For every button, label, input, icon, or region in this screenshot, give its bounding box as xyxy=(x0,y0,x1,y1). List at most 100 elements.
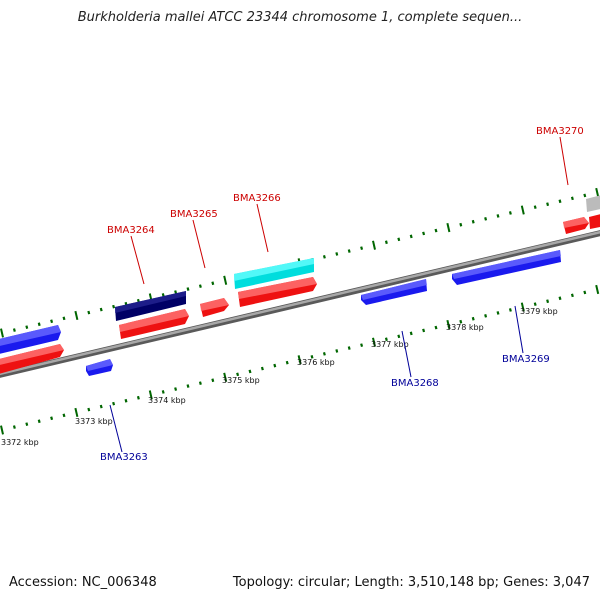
lower-track-tick xyxy=(297,355,302,365)
lower-track-tick xyxy=(12,425,16,429)
lower-track-tick xyxy=(434,325,438,330)
upper-track-tick xyxy=(459,222,463,227)
lower-track-tick xyxy=(558,296,562,301)
upper-track-tick xyxy=(37,322,41,327)
lower-track-tick xyxy=(248,369,252,374)
upper-track-tick xyxy=(471,219,475,224)
lower-track-tick xyxy=(186,384,190,388)
lower-track-tick xyxy=(335,349,339,353)
lower-track-tick xyxy=(520,302,525,312)
gene-bma3264-cds[interactable] xyxy=(119,309,189,339)
upper-track-tick xyxy=(0,328,4,338)
upper-track-tick xyxy=(484,217,488,221)
gene-bma3266-cds[interactable] xyxy=(238,277,317,307)
genome-summary-text: Topology: circular; Length: 3,510,148 bp… xyxy=(232,575,590,590)
gene-label-bma3266[interactable]: BMA3266 xyxy=(233,193,281,204)
lower-track-tick xyxy=(211,378,215,383)
gene-labels: BMA3264 BMA3265 BMA3266 BMA3270 BMA3263 … xyxy=(100,126,584,463)
gene-bma3263[interactable] xyxy=(86,359,113,376)
lower-track-tick xyxy=(236,372,240,377)
lower-track-tick xyxy=(459,319,463,324)
upper-track-tick xyxy=(99,307,103,312)
lower-track-tick xyxy=(310,355,314,359)
upper-track-tick xyxy=(384,240,388,245)
upper-track-tick xyxy=(87,310,91,315)
feature-gray-right[interactable] xyxy=(586,194,600,212)
lower-track-tick xyxy=(471,316,475,321)
lower-track-tick xyxy=(546,299,550,304)
gene-leader-lines xyxy=(109,136,569,453)
upper-track-tick xyxy=(533,205,537,209)
gene-label-bma3269[interactable]: BMA3269 xyxy=(502,354,550,365)
lower-track-tick xyxy=(112,401,116,406)
scale-label-3372: 3372 kbp xyxy=(1,438,39,447)
lower-track-tick xyxy=(273,363,277,368)
lower-track-tick xyxy=(409,331,413,336)
lower-track-tick xyxy=(595,284,600,295)
upper-track-tick xyxy=(496,214,500,218)
scale-label-3373: 3373 kbp xyxy=(75,417,113,426)
upper-track-tick xyxy=(372,240,376,250)
scale-label-3377: 3377 kbp xyxy=(371,340,409,349)
gene-label-bma3270[interactable]: BMA3270 xyxy=(536,126,584,137)
gene-label-bma3263[interactable]: BMA3263 xyxy=(100,452,148,463)
lower-track-tick xyxy=(62,413,66,418)
upper-track-tick xyxy=(422,231,426,236)
lower-track-tick xyxy=(148,390,153,400)
gene-bma3265[interactable] xyxy=(200,298,229,317)
lower-track-tick xyxy=(174,387,178,391)
gene-left-blue[interactable] xyxy=(0,325,61,355)
lower-track-tick xyxy=(223,372,228,382)
lower-track-tick xyxy=(570,293,574,298)
scale-label-3376: 3376 kbp xyxy=(297,358,335,367)
chromosome-backbone xyxy=(0,230,600,378)
lower-track-tick xyxy=(583,290,587,295)
upper-track-tick xyxy=(570,196,574,201)
lower-track-tick xyxy=(322,352,326,356)
gene-left-red[interactable] xyxy=(0,344,64,375)
lower-track-tick xyxy=(50,416,54,421)
upper-track-tick xyxy=(508,211,512,215)
lower-track-tick xyxy=(124,398,128,403)
upper-track-tick xyxy=(409,234,413,239)
map-title: Burkholderia mallei ATCC 23344 chromosom… xyxy=(77,10,523,25)
lower-track-tick xyxy=(372,337,376,347)
upper-track-tick xyxy=(347,249,351,253)
scale-label-3374: 3374 kbp xyxy=(148,396,186,405)
feature-bma3264-gene[interactable] xyxy=(115,291,186,321)
upper-track-tick xyxy=(558,199,562,204)
upper-track-tick xyxy=(74,310,79,321)
upper-track-tick xyxy=(198,284,202,288)
lower-track-tick xyxy=(136,395,140,400)
upper-track-tick xyxy=(62,316,66,321)
lower-track-tick xyxy=(446,319,451,330)
scale-label-3375: 3375 kbp xyxy=(222,376,260,385)
upper-track-tick xyxy=(583,193,587,198)
lower-track-tick xyxy=(37,419,41,424)
lower-track-tick xyxy=(0,425,4,435)
gene-label-bma3265[interactable]: BMA3265 xyxy=(170,209,218,220)
feature-bma3266-gene[interactable] xyxy=(234,258,314,289)
upper-track-tick xyxy=(186,287,190,291)
lower-track-tick xyxy=(397,334,401,339)
lower-track-tick xyxy=(25,422,29,426)
lower-track-tick xyxy=(360,343,364,347)
upper-track-tick xyxy=(397,237,401,242)
accession-text: Accession: NC_006348 xyxy=(9,575,157,590)
gene-bma3270[interactable] xyxy=(563,213,600,234)
lower-track-tick xyxy=(533,302,537,306)
upper-track-tick xyxy=(12,328,16,332)
upper-track-tick xyxy=(335,252,339,256)
scale-label-3378: 3378 kbp xyxy=(446,323,484,332)
lower-track-tick xyxy=(260,366,264,371)
gene-label-bma3264[interactable]: BMA3264 xyxy=(107,225,155,236)
lower-track-tick xyxy=(422,328,426,333)
upper-track-tick xyxy=(595,187,600,198)
lower-track-tick xyxy=(285,360,289,365)
gene-label-bma3268[interactable]: BMA3268 xyxy=(391,378,439,389)
gene-bma3268[interactable] xyxy=(361,279,427,305)
gene-bma3269[interactable] xyxy=(452,250,561,285)
lower-track-tick xyxy=(87,407,91,412)
forward-strand-genes xyxy=(0,213,600,375)
